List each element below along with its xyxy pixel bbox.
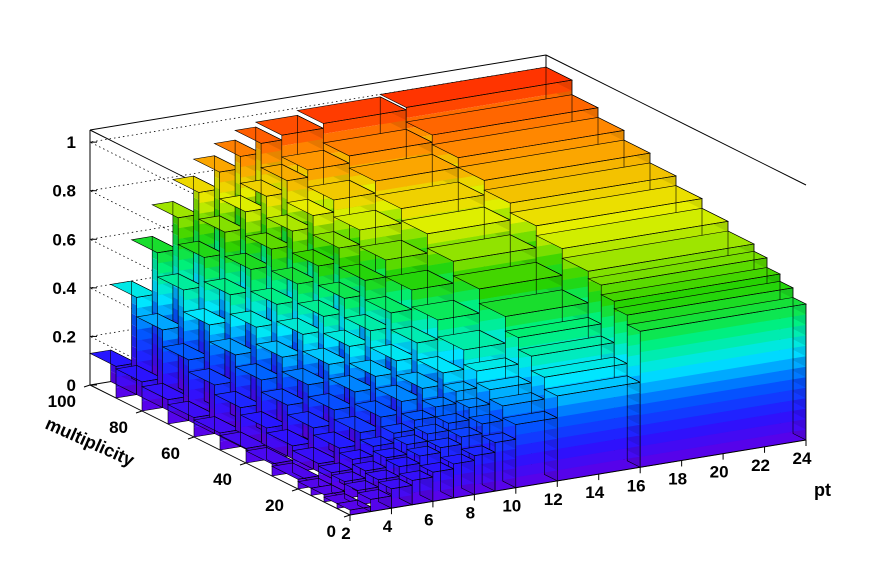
z-tick-label: 0.8 <box>52 182 76 201</box>
x-tick-label: 20 <box>710 463 729 482</box>
bar-front-band <box>323 120 407 145</box>
z-tick-label: 1 <box>67 133 76 152</box>
bar <box>460 445 497 495</box>
bar-front-band <box>458 130 624 169</box>
x-tick-label: 4 <box>383 517 393 536</box>
bar-front-band <box>505 302 589 328</box>
bar <box>356 489 393 512</box>
bar-front-band <box>406 80 572 118</box>
bar-front-band <box>601 257 767 296</box>
bar-front-band <box>427 220 511 245</box>
bar-front-band <box>544 363 628 389</box>
x-tick-label: 24 <box>793 449 812 468</box>
bar-front-band <box>627 287 793 326</box>
bar-front-band <box>557 424 641 449</box>
bar-front-band <box>557 382 641 407</box>
bar-front-band <box>557 435 641 460</box>
bar-front-band <box>323 109 407 134</box>
bar-side-outline <box>792 297 807 441</box>
bar <box>418 461 455 502</box>
bar-front-band <box>432 107 598 146</box>
z-tick-label: 0.6 <box>52 230 76 249</box>
z-tick-label: 0.4 <box>52 279 76 298</box>
bar-front-band <box>640 314 806 353</box>
bar-front-band <box>479 275 563 300</box>
bar <box>543 375 642 482</box>
y-axis-line <box>89 384 351 516</box>
bar-front-band <box>401 195 485 220</box>
bar-front-band <box>375 167 459 192</box>
bar-front-band <box>640 345 806 384</box>
y-tick-label: 80 <box>109 418 128 437</box>
y-tick-mark <box>83 384 91 388</box>
bar-front-band <box>557 456 641 481</box>
bar-front-band <box>510 175 676 214</box>
bar-front-band <box>453 247 537 272</box>
x-tick-label: 10 <box>502 497 521 516</box>
bar-front-band <box>640 324 806 363</box>
bar-front-band <box>484 153 650 191</box>
bar-front-band <box>640 304 806 342</box>
bar-front-band <box>640 398 806 436</box>
x-axis-line <box>349 439 807 516</box>
bar-front-band <box>557 403 641 428</box>
y-tick-label: 100 <box>48 392 76 411</box>
bar <box>481 432 517 492</box>
back-frame-edge <box>89 54 547 131</box>
bar-front-band <box>640 419 806 457</box>
y-tick-label: 20 <box>265 496 284 515</box>
back-frame-edge <box>545 54 807 186</box>
x-tick-label: 14 <box>585 483 604 502</box>
y-tick-label: 60 <box>161 444 180 463</box>
z-tick-label: 0 <box>67 376 76 395</box>
bar <box>377 478 414 509</box>
bar-front-band <box>640 429 806 468</box>
x-tick-label: 6 <box>424 510 433 529</box>
bar-front-band <box>518 323 602 348</box>
axis-ticks: 2 4 6 8 10 12 14 16 18 20 22 2402040608010000.20.40… <box>48 133 812 543</box>
bar-front-band <box>536 198 702 237</box>
y-tick-mark <box>187 436 195 440</box>
bar <box>501 410 559 489</box>
bar-front-band <box>557 392 641 418</box>
bar-front-band <box>531 342 615 367</box>
x-tick-label: 16 <box>627 476 646 495</box>
bar-front-band <box>557 446 641 471</box>
x-tick-label: 22 <box>751 456 770 475</box>
y-tick-mark <box>291 488 299 492</box>
y-tick-label: 0 <box>327 522 336 541</box>
bar-front-band <box>640 387 806 426</box>
x-tick-label: 8 <box>466 504 475 523</box>
bar-front-band <box>640 335 806 374</box>
y-tick-mark <box>239 462 247 466</box>
x-tick-label: 2 <box>341 524 350 543</box>
bar-front-band <box>349 142 433 167</box>
bar-front-band <box>640 377 806 415</box>
y-tick-mark <box>135 410 143 414</box>
bar-front-band <box>562 221 728 260</box>
y-tick-label: 40 <box>213 470 232 489</box>
bars <box>89 66 807 516</box>
bar-front-band <box>557 414 641 439</box>
y-tick-mark <box>343 514 351 518</box>
bar <box>626 297 807 468</box>
x-tick-label: 12 <box>544 490 563 509</box>
x-axis-title: pt <box>814 480 831 500</box>
bar-front-band <box>640 366 806 405</box>
bar <box>336 499 372 516</box>
z-tick-label: 0.2 <box>52 327 76 346</box>
bar-front-band <box>640 408 806 447</box>
front-frame <box>89 130 807 516</box>
bar-front-band <box>640 356 806 394</box>
x-tick-label: 18 <box>668 469 687 488</box>
